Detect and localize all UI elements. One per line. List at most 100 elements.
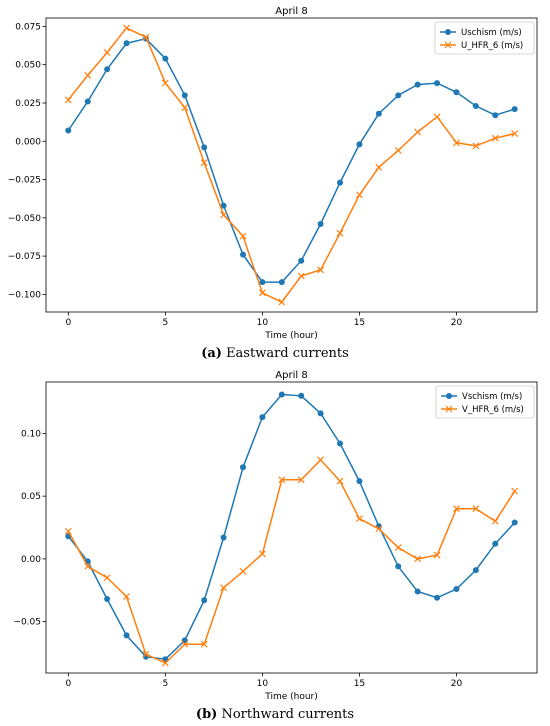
legend-marker — [446, 393, 452, 399]
y-tick-label: 0.10 — [21, 429, 41, 439]
data-point — [161, 659, 169, 667]
data-point — [472, 142, 480, 150]
data-point — [394, 544, 402, 551]
data-point — [414, 588, 421, 595]
data-point — [201, 597, 208, 604]
data-point — [356, 191, 363, 199]
data-point — [375, 163, 383, 171]
data-point — [200, 640, 208, 648]
series-line-1 — [67, 458, 516, 664]
data-point — [414, 128, 422, 136]
data-point — [337, 179, 344, 186]
data-point — [395, 563, 402, 570]
data-point — [84, 71, 92, 79]
data-point — [200, 159, 208, 167]
data-point — [472, 567, 479, 574]
x-tick-label: 0 — [65, 679, 71, 689]
x-tick-label: 20 — [451, 679, 463, 689]
data-point — [511, 130, 519, 138]
axes-frame — [45, 17, 538, 313]
y-tick-label: −0.050 — [8, 214, 42, 224]
data-point — [278, 298, 286, 306]
legend-marker — [445, 29, 451, 35]
x-tick-label: 10 — [257, 318, 269, 328]
data-point — [103, 49, 111, 56]
data-point — [278, 279, 285, 286]
data-point — [511, 106, 518, 113]
y-tick-label: 0.00 — [21, 555, 41, 565]
y-tick-label: 0.075 — [15, 22, 41, 32]
x-axis-label: Time (hour) — [264, 331, 318, 341]
legend-marker — [444, 41, 452, 49]
data-point — [142, 33, 150, 41]
data-point — [239, 464, 246, 471]
caption-a: (a) Eastward currents — [0, 346, 550, 361]
data-point — [394, 147, 402, 154]
data-point — [356, 515, 363, 523]
data-point — [375, 525, 383, 533]
caption-a-letter: (a) — [201, 346, 222, 361]
x-axis-label: Time (hour) — [264, 692, 318, 702]
data-point — [162, 55, 169, 62]
y-tick-label: 0.05 — [21, 492, 41, 502]
legend-label: Uschism (m/s) — [461, 28, 522, 38]
y-tick-label: −0.075 — [8, 252, 41, 262]
data-point — [220, 584, 227, 592]
data-point — [491, 517, 499, 525]
chart-panel-b: April 8 0 5 10 15 20 −0.05 0.00 0.05 0.10 Time (ho… — [13, 370, 538, 702]
x-tick-label: 5 — [162, 679, 168, 689]
caption-b: (b) Northward currents — [0, 707, 550, 722]
data-point — [453, 585, 460, 592]
data-point — [123, 40, 130, 47]
legend-label: U_HFR_6 (m/s) — [461, 41, 523, 51]
data-point — [123, 24, 130, 32]
data-point — [161, 79, 169, 87]
caption-b-text: Northward currents — [217, 707, 355, 722]
data-point — [337, 440, 344, 447]
data-point — [64, 96, 72, 104]
y-tick-label: −0.100 — [8, 290, 42, 300]
data-point — [492, 540, 499, 547]
x-tick-label: 5 — [162, 318, 168, 328]
data-point — [472, 103, 479, 110]
data-point — [278, 476, 286, 484]
data-point — [492, 112, 499, 119]
data-point — [414, 555, 422, 563]
data-point — [453, 139, 460, 147]
data-point — [433, 551, 441, 559]
data-point — [511, 519, 518, 526]
data-point — [142, 650, 150, 658]
y-tick-label: 0.000 — [15, 137, 41, 147]
data-point — [220, 202, 227, 209]
data-point — [317, 266, 325, 274]
data-point — [258, 289, 266, 297]
chart-title: April 8 — [275, 370, 307, 381]
data-point — [220, 211, 227, 219]
data-point — [123, 593, 130, 600]
data-point — [434, 80, 441, 87]
x-tick-label: 15 — [354, 318, 365, 328]
legend-box — [434, 21, 535, 55]
data-point — [239, 232, 247, 240]
legend-marker — [445, 405, 453, 413]
data-point — [375, 110, 382, 117]
series-line-0 — [67, 37, 515, 283]
caption-b-letter: (b) — [195, 707, 218, 722]
data-point — [181, 92, 188, 99]
data-point — [258, 550, 266, 558]
data-point — [317, 410, 324, 417]
data-point — [317, 456, 325, 464]
data-point — [239, 251, 246, 258]
data-point — [103, 574, 111, 582]
x-tick-label: 20 — [451, 318, 463, 328]
data-point — [181, 104, 189, 112]
data-point — [298, 392, 305, 399]
data-point — [433, 113, 441, 121]
chart-title: April 8 — [275, 6, 307, 17]
y-tick-label: 0.050 — [15, 61, 41, 71]
y-tick-label: −0.025 — [8, 176, 41, 186]
data-point — [220, 534, 227, 541]
data-point — [434, 594, 441, 601]
x-tick-label: 15 — [354, 679, 365, 689]
